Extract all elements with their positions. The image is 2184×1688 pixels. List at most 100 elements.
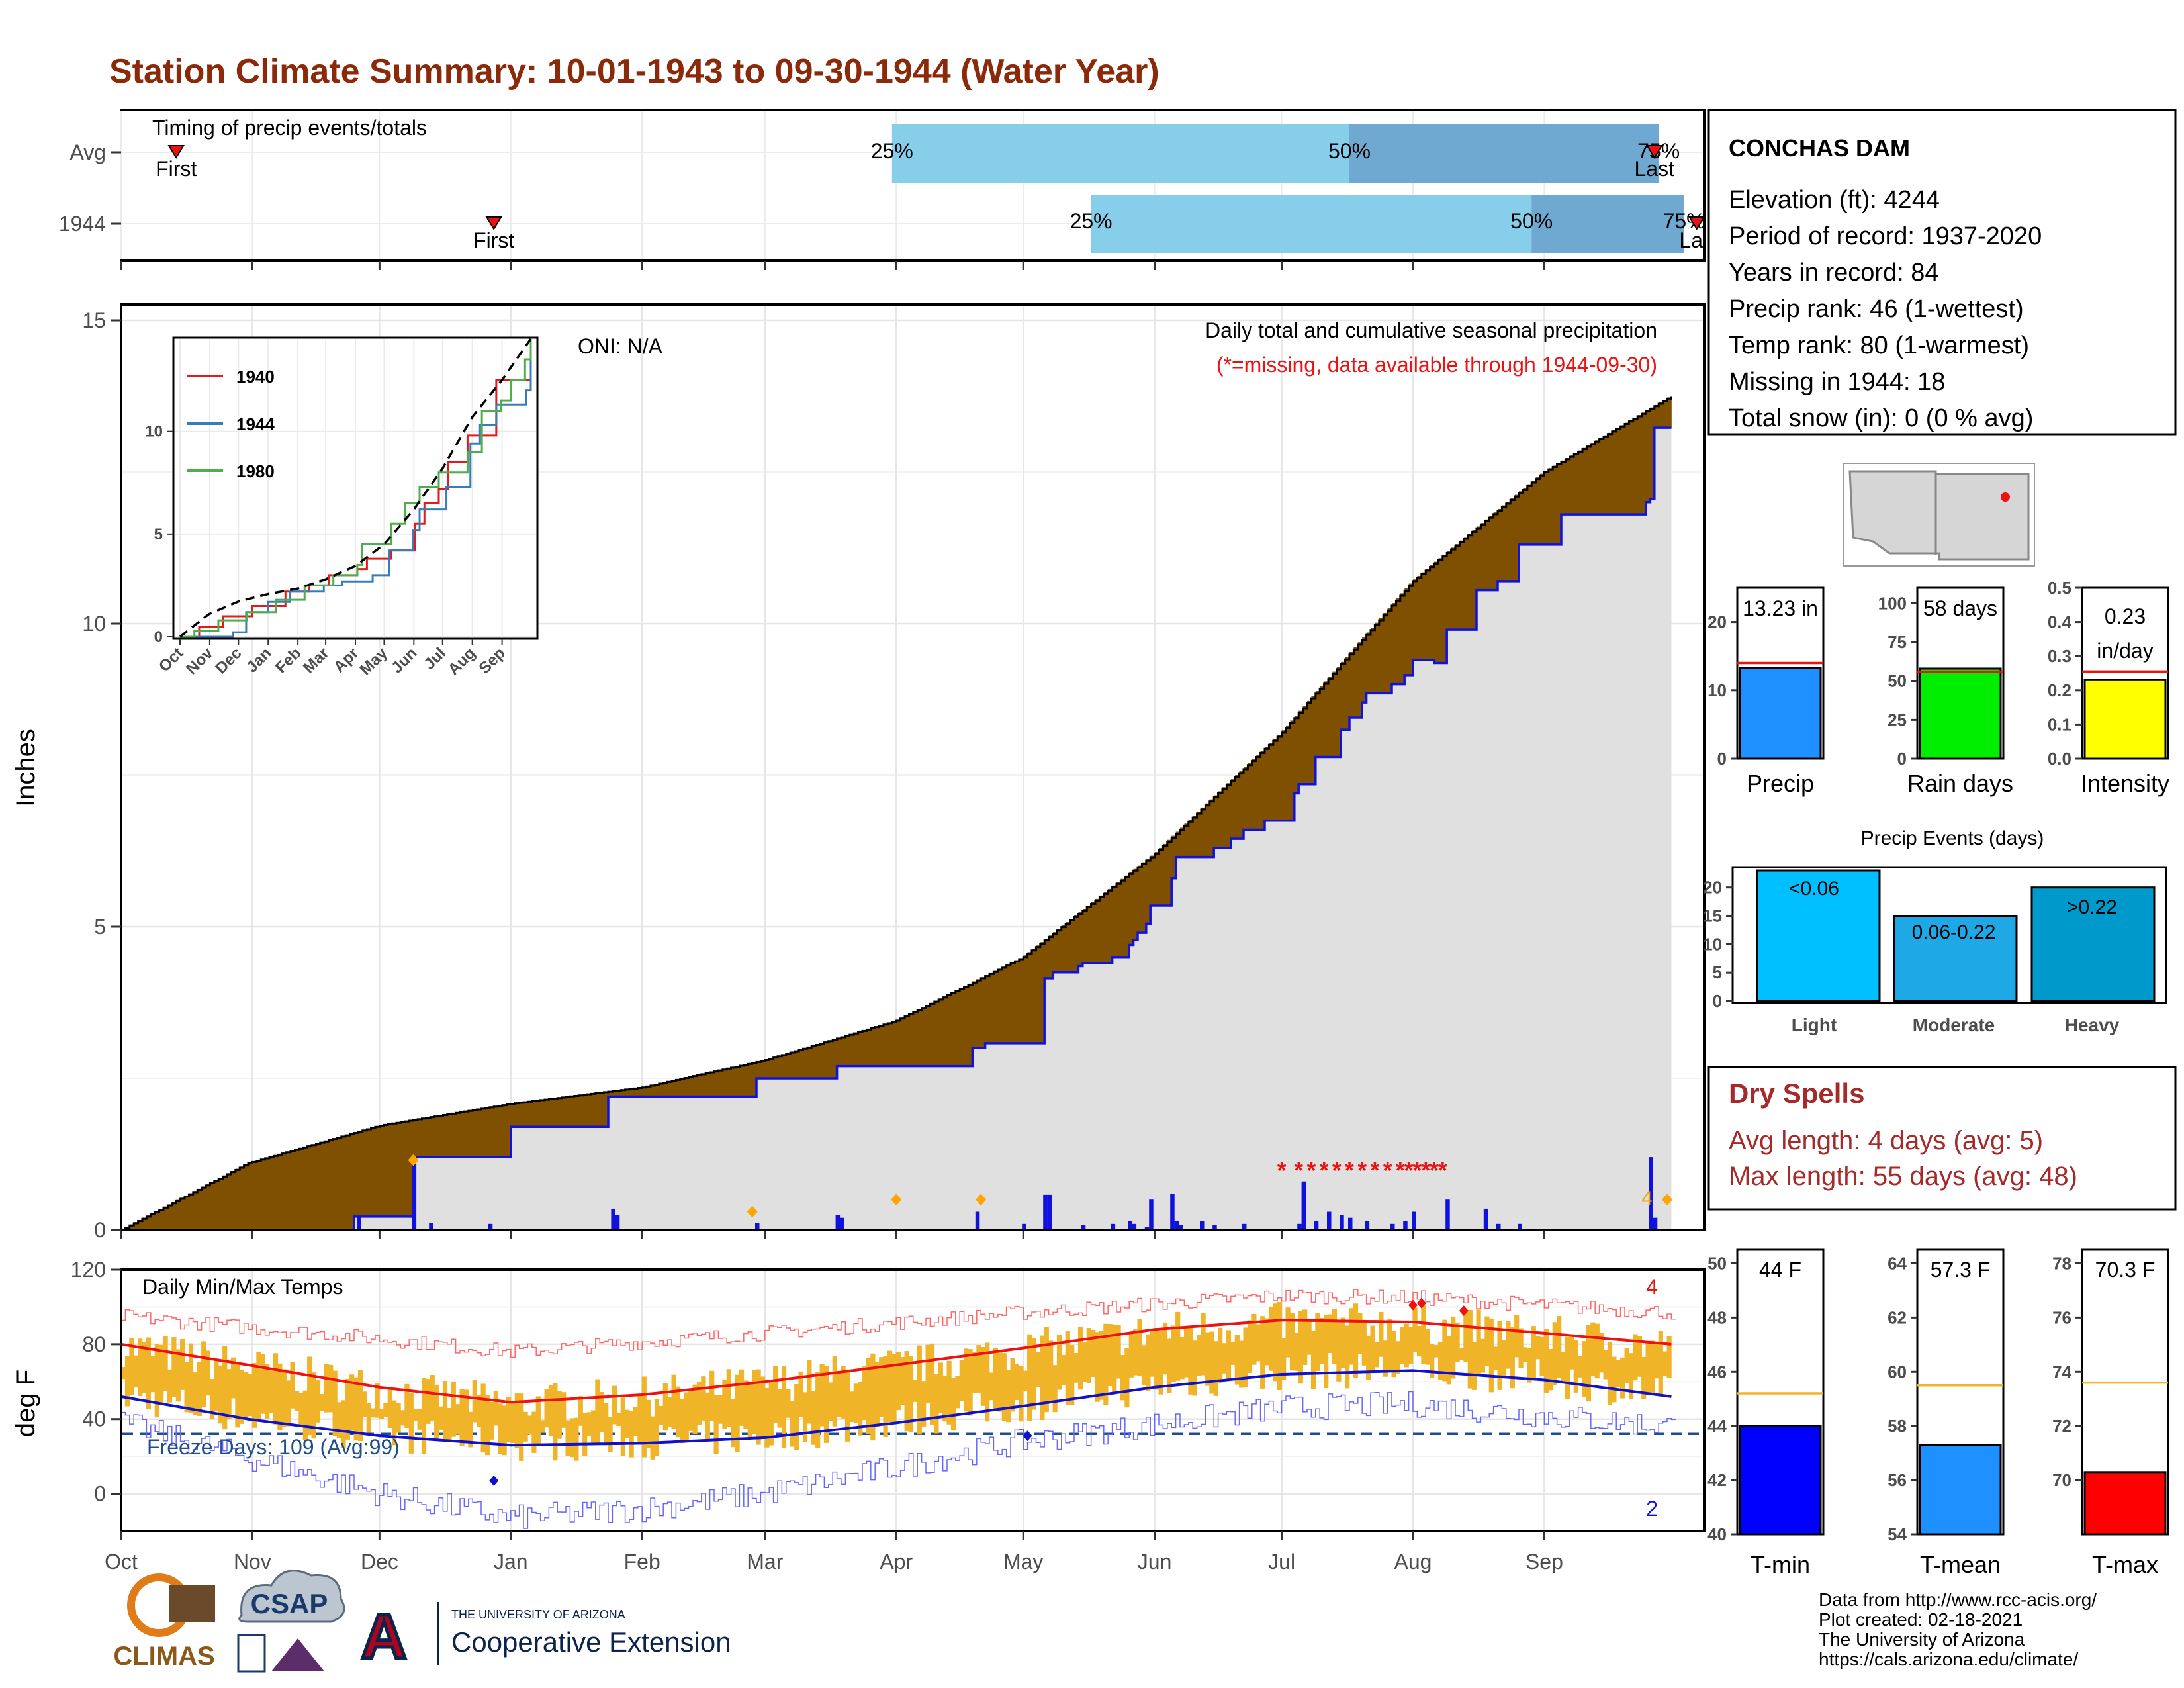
timing-pct-label: 50% <box>1328 139 1371 163</box>
high-precip-marker <box>1662 1194 1672 1206</box>
daily-temp-range-bar <box>472 1380 477 1423</box>
daily-temp-range-bar <box>1400 1327 1405 1364</box>
tmax-ytick-label: 76 <box>2052 1307 2071 1327</box>
deficit-slice <box>1230 779 1236 839</box>
deficit-slice <box>218 1178 223 1230</box>
precip-axis-label: Precip <box>1747 770 1814 797</box>
daily-temp-range-bar <box>942 1375 948 1422</box>
deficit-slice <box>1371 628 1375 694</box>
deficit-slice <box>629 1088 634 1097</box>
daily-temp-range-bar <box>455 1404 461 1435</box>
deficit-slice <box>672 1080 676 1097</box>
deficit-slice <box>248 1162 253 1230</box>
deficit-slice <box>388 1123 392 1217</box>
daily-temp-range-bar <box>1437 1342 1443 1380</box>
daily-temp-range-bar <box>434 1384 439 1441</box>
daily-temp-range-bar <box>993 1348 999 1411</box>
inset-legend: 1940 1944 1980 <box>187 367 275 481</box>
deficit-slice <box>1379 618 1384 694</box>
daily-temp-range-bar <box>387 1387 392 1429</box>
daily-temp-range-bar <box>752 1370 757 1434</box>
daily-temp-range-bar <box>1430 1344 1435 1378</box>
deficit-slice <box>1477 526 1481 590</box>
deficit-slice <box>799 1049 803 1078</box>
daily-temp-range-bar <box>739 1369 745 1426</box>
deficit-slice <box>1180 827 1185 857</box>
station-line-2: Period of record: 1937-2020 <box>1729 222 2042 250</box>
timing-bar-q1-Avg <box>891 124 1349 183</box>
climas-logo-block <box>169 1585 215 1622</box>
deficit-slice <box>1413 579 1418 660</box>
deficit-slice <box>887 1022 893 1066</box>
deficit-slice <box>815 1044 821 1078</box>
month-tick-label: Jan <box>494 1550 528 1573</box>
daily-temp-range-bar <box>1612 1356 1617 1403</box>
deficit-slice <box>1447 551 1451 630</box>
deficit-slice <box>1625 422 1629 515</box>
daily-temp-range-bar <box>1633 1334 1638 1381</box>
precip-y-axis: 0 5 10 15 <box>82 308 1545 1242</box>
daily-temp-range-bar <box>498 1403 503 1454</box>
deficit-slice <box>244 1164 249 1230</box>
ua-logo-mark: A <box>361 1601 406 1672</box>
intensity-ytick-label: 0.1 <box>2048 714 2071 734</box>
deficit-slice <box>633 1088 639 1097</box>
daily-temp-range-bar <box>561 1392 567 1428</box>
daily-temp-range-bar <box>1416 1325 1422 1357</box>
daily-temp-range-bar <box>1535 1336 1541 1360</box>
daily-temp-range-bar <box>1425 1329 1430 1365</box>
daily-temp-range-bar <box>717 1395 723 1424</box>
deficit-slice <box>222 1175 228 1230</box>
daily-temp-range-bar <box>680 1399 685 1444</box>
daily-temp-range-bar <box>353 1377 359 1441</box>
deficit-slice <box>180 1197 185 1230</box>
deficit-slice <box>531 1101 537 1127</box>
daily-temp-range-bar <box>1433 1345 1439 1358</box>
temp-summary-charts: 40 42 44 46 48 50 54 56 58 60 62 64 70 72 74 76 78 44 F T-… <box>1707 1248 2169 1578</box>
daily-temp-range-bar <box>307 1356 312 1436</box>
month-tick-label: Jul <box>1268 1550 1295 1573</box>
dry-spells-avg: Avg length: 4 days (avg: 5) <box>1729 1126 2043 1155</box>
deficit-slice <box>938 998 943 1066</box>
daily-temp-range-bar <box>828 1382 833 1421</box>
deficit-slice <box>1154 852 1160 906</box>
daily-temp-range-bar <box>484 1395 490 1456</box>
daily-temp-range-bar <box>506 1397 512 1442</box>
deficit-slice <box>981 977 985 1049</box>
daily-precip-bar <box>1314 1221 1319 1230</box>
deficit-slice <box>155 1211 159 1230</box>
deficit-slice <box>1392 603 1396 684</box>
daily-temp-range-bar <box>586 1412 592 1436</box>
daily-temp-range-bar <box>1124 1348 1130 1408</box>
deficit-slice <box>1484 519 1490 590</box>
daily-temp-range-bar <box>713 1395 719 1454</box>
daily-temp-range-bar <box>989 1372 994 1401</box>
deficit-slice <box>655 1084 660 1097</box>
deficit-slice <box>1493 512 1498 590</box>
ua-small-text: THE UNIVERSITY OF ARIZONA <box>451 1608 625 1621</box>
deficit-slice <box>413 1119 418 1158</box>
daily-temp-range-bar <box>502 1405 507 1456</box>
deficit-slice <box>997 968 1003 1043</box>
daily-temp-range-bar <box>328 1364 334 1413</box>
daily-temp-range-bar <box>286 1380 291 1427</box>
deficit-slice <box>163 1206 168 1230</box>
deficit-slice <box>451 1113 456 1158</box>
precip-total-ytick-label: 0 <box>1717 749 1727 769</box>
daily-temp-range-bar <box>1010 1358 1015 1412</box>
deficit-slice <box>328 1139 334 1230</box>
daily-temp-range-bar <box>226 1369 232 1420</box>
daily-temp-range-bar <box>281 1369 287 1427</box>
daily-temp-range-bar <box>531 1411 537 1453</box>
deficit-slice <box>642 1087 647 1097</box>
deficit-slice <box>845 1035 850 1066</box>
daily-temp-range-bar <box>798 1371 803 1417</box>
daily-precip-bar <box>1047 1194 1052 1230</box>
deficit-slice <box>1260 751 1265 830</box>
daily-temp-range-bar <box>1073 1352 1079 1383</box>
daily-temp-range-bar <box>1035 1352 1041 1387</box>
daily-temp-range-bar <box>298 1393 304 1427</box>
deficit-slice <box>1604 435 1608 515</box>
tmean-ytick-label: 56 <box>1888 1470 1907 1490</box>
